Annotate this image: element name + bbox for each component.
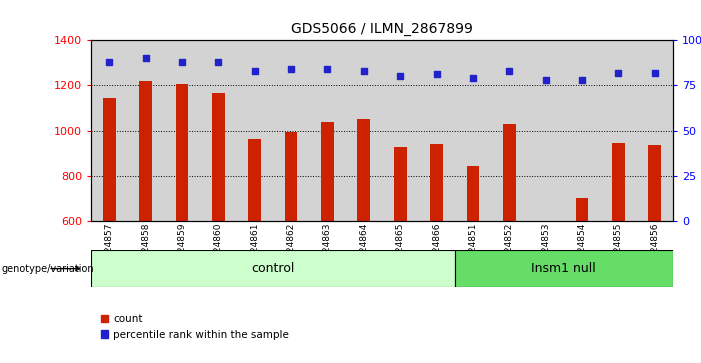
Bar: [418, 40, 455, 221]
Bar: [576, 197, 588, 221]
Point: [395, 73, 406, 79]
Bar: [273, 40, 309, 221]
Bar: [564, 40, 600, 221]
Title: GDS5066 / ILMN_2867899: GDS5066 / ILMN_2867899: [291, 22, 473, 36]
Point: [504, 68, 515, 74]
Point: [249, 68, 260, 74]
Text: genotype/variation: genotype/variation: [2, 264, 95, 274]
Point: [358, 68, 369, 74]
Bar: [637, 40, 673, 221]
Bar: [91, 40, 128, 221]
Bar: [176, 84, 189, 221]
Bar: [346, 40, 382, 221]
Bar: [321, 122, 334, 221]
Bar: [285, 132, 297, 221]
Bar: [503, 124, 516, 221]
Bar: [236, 40, 273, 221]
Point: [177, 59, 188, 65]
Bar: [103, 98, 116, 221]
Bar: [128, 40, 164, 221]
Bar: [491, 40, 527, 221]
Bar: [467, 166, 479, 221]
Bar: [394, 147, 407, 221]
Point: [468, 75, 479, 81]
Bar: [612, 143, 625, 221]
Point: [213, 59, 224, 65]
Point: [613, 70, 624, 76]
Bar: [430, 144, 443, 221]
Legend: count, percentile rank within the sample: count, percentile rank within the sample: [96, 310, 293, 344]
Bar: [248, 139, 261, 221]
Bar: [200, 40, 236, 221]
Point: [322, 66, 333, 72]
Point: [104, 59, 115, 65]
Bar: [91, 250, 455, 287]
Bar: [358, 119, 370, 221]
Point: [140, 55, 151, 61]
Point: [540, 77, 551, 83]
Text: control: control: [251, 262, 294, 275]
Bar: [164, 40, 200, 221]
Point: [649, 70, 660, 76]
Bar: [212, 93, 225, 221]
Bar: [455, 250, 673, 287]
Bar: [455, 40, 491, 221]
Point: [576, 77, 587, 83]
Bar: [382, 40, 418, 221]
Bar: [527, 40, 564, 221]
Bar: [600, 40, 637, 221]
Bar: [309, 40, 346, 221]
Point: [285, 66, 297, 72]
Bar: [139, 81, 152, 221]
Text: Insm1 null: Insm1 null: [531, 262, 597, 275]
Point: [431, 72, 442, 77]
Bar: [648, 146, 661, 221]
